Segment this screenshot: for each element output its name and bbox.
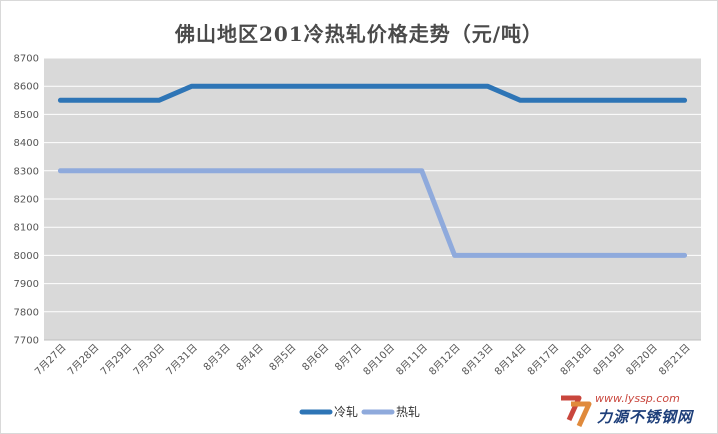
y-tick-label: 7700 (14, 336, 39, 347)
watermark-brand: 力源不锈钢网 (597, 408, 694, 426)
x-tick-label: 7月30日 (131, 342, 167, 378)
legend-label[interactable]: 冷轧 (334, 405, 358, 419)
y-tick-label: 8600 (14, 82, 39, 93)
x-tick-label: 8月4日 (234, 342, 266, 374)
x-tick-label: 8月19日 (591, 342, 627, 378)
y-tick-label: 8200 (14, 195, 39, 206)
watermark-logo: www.lyssp.com 力源不锈钢网 (557, 388, 717, 432)
y-tick-label: 8700 (14, 54, 39, 65)
y-axis-ticks: 7700 7800 7900 8000 8100 8200 8300 8400 8500 8600… (14, 54, 39, 347)
y-tick-label: 8500 (14, 110, 39, 121)
x-tick-label: 8月3日 (201, 342, 233, 374)
chart-title: 佛山地区201冷热轧价格走势（元/吨） (174, 22, 544, 46)
y-tick-label: 8400 (14, 138, 39, 149)
watermark-url: www.lyssp.com (595, 392, 680, 405)
x-tick-label: 8月17日 (525, 342, 561, 378)
y-tick-label: 8300 (14, 166, 39, 177)
y-tick-label: 8100 (14, 223, 39, 234)
x-tick-label: 8月5日 (267, 342, 299, 374)
y-tick-label: 7900 (14, 279, 39, 290)
x-tick-label: 8月7日 (333, 342, 365, 374)
y-tick-label: 8000 (14, 251, 39, 262)
x-tick-label: 7月29日 (98, 342, 134, 378)
x-tick-label: 8月21日 (657, 342, 693, 378)
x-tick-label: 8月14日 (492, 342, 528, 378)
legend-label[interactable]: 热轧 (396, 405, 420, 419)
series-lines (57, 83, 688, 258)
x-tick-label: 8月18日 (558, 342, 594, 378)
logo-mark-icon (561, 395, 592, 428)
x-tick-label: 8月10日 (361, 342, 397, 378)
series-line-2 (57, 168, 688, 258)
x-tick-label: 8月13日 (459, 342, 495, 378)
x-tick-label: 7月27日 (32, 342, 68, 378)
x-tick-label: 8月12日 (427, 342, 463, 378)
x-tick-label: 8月6日 (300, 342, 332, 374)
y-tick-label: 7800 (14, 307, 39, 318)
legend[interactable]: 冷轧 热轧 (299, 405, 420, 419)
x-tick-label: 8月20日 (624, 342, 660, 378)
series-line-1 (57, 83, 688, 103)
x-tick-label: 7月31日 (164, 342, 200, 378)
x-tick-label: 7月28日 (65, 342, 101, 378)
x-tick-label: 8月11日 (394, 342, 430, 378)
